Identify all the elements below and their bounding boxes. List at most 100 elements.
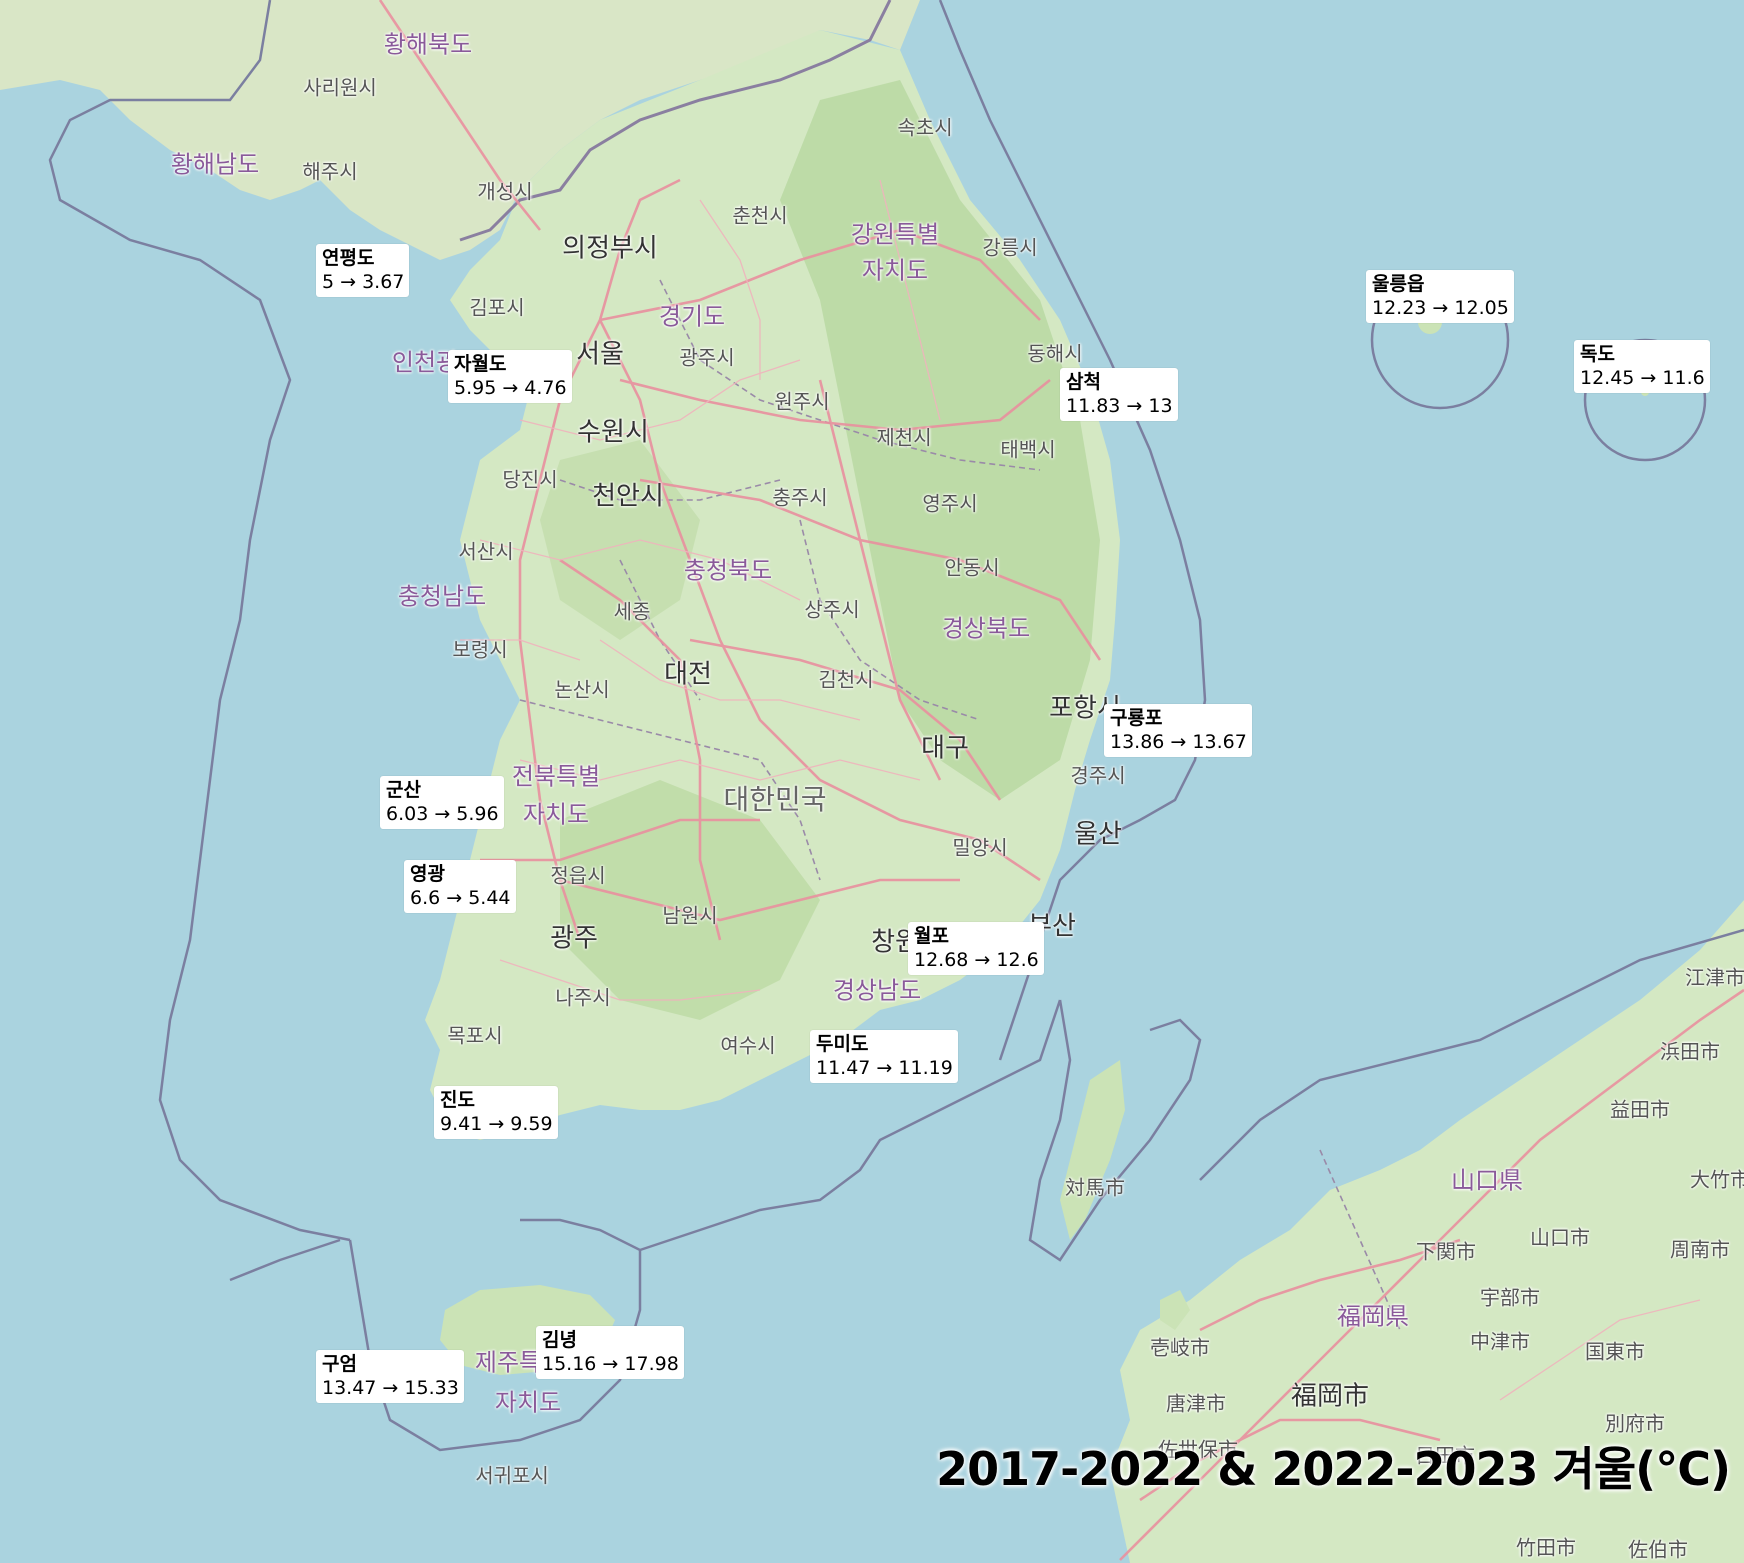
place-label: 경상북도 (941, 614, 1031, 643)
place-label: 안동시 (944, 555, 1000, 580)
place-label: 정읍시 (550, 863, 606, 888)
place-label: 宇部市 (1480, 1285, 1540, 1310)
place-label: 충주시 (772, 485, 828, 510)
place-label: 唐津市 (1166, 1391, 1226, 1416)
place-label: 황해남도 (170, 150, 260, 179)
place-label: 浜田市 (1660, 1039, 1720, 1064)
place-label: 개성시 (477, 179, 533, 204)
station-label-gimnyeong[interactable]: 김녕 15.16 → 17.98 (536, 1326, 684, 1379)
place-label: 태백시 (1000, 437, 1056, 462)
place-label: 제천시 (876, 425, 932, 450)
forest-south (560, 780, 820, 1020)
station-label-ulleungeup[interactable]: 울릉읍 12.23 → 12.05 (1366, 270, 1514, 323)
place-label: 속초시 (897, 115, 953, 140)
place-label: 인천광 (391, 348, 459, 377)
place-label: 대한민국 (723, 783, 827, 816)
station-name: 영광 (410, 863, 445, 885)
place-label: 周南市 (1670, 1237, 1730, 1262)
place-label: 남원시 (662, 903, 718, 928)
station-name: 독도 (1580, 343, 1615, 365)
place-label: 別府市 (1605, 1411, 1665, 1436)
place-label: 경주시 (1070, 763, 1126, 788)
place-label: 대구 (921, 733, 969, 764)
station-values: 6.03 → 5.96 (386, 803, 499, 825)
station-values: 11.47 → 11.19 (816, 1057, 953, 1079)
place-label: 세종 (613, 599, 651, 624)
station-label-dokdo[interactable]: 독도 12.45 → 11.6 (1574, 340, 1710, 393)
station-name: 자월도 (454, 353, 507, 375)
station-name: 월포 (914, 925, 949, 947)
place-label: 日田市 (1415, 1443, 1475, 1468)
station-values: 13.86 → 13.67 (1110, 731, 1247, 753)
station-label-gueom[interactable]: 구엄 13.47 → 15.33 (316, 1350, 464, 1403)
land-iki (1160, 1290, 1190, 1330)
place-label: 国東市 (1585, 1339, 1645, 1364)
place-label: 자치도 (861, 256, 929, 285)
place-label: 수원시 (577, 417, 649, 448)
station-label-yeonpyeongdo[interactable]: 연평도 5 → 3.67 (316, 244, 410, 297)
place-label: 해주시 (302, 159, 358, 184)
place-label: 佐世保市 (1158, 1437, 1238, 1462)
roads (378, 0, 1744, 1561)
station-label-yeonggwang[interactable]: 영광 6.6 → 5.44 (404, 860, 516, 913)
place-label: 여수시 (720, 1033, 776, 1058)
place-label: 천안시 (592, 481, 664, 512)
place-label: 大竹市 (1690, 1167, 1744, 1192)
place-label: 사리원시 (303, 75, 377, 100)
station-values: 12.23 → 12.05 (1372, 297, 1509, 319)
station-values: 5.95 → 4.76 (454, 377, 567, 399)
place-label: 전북특별 (511, 762, 601, 791)
station-values: 13.47 → 15.33 (322, 1377, 459, 1399)
forest-east (780, 80, 1100, 800)
station-values: 6.6 → 5.44 (410, 887, 511, 909)
station-name: 구룡포 (1110, 707, 1163, 729)
station-name: 울릉읍 (1372, 273, 1425, 295)
province-boundaries (519, 279, 1401, 1331)
place-label: 山口市 (1530, 1225, 1590, 1250)
land-border (459, 0, 892, 242)
station-values: 11.83 → 13 (1066, 395, 1173, 417)
place-label: 山口県 (1451, 1166, 1523, 1195)
station-name: 연평도 (322, 247, 375, 269)
station-label-jindo[interactable]: 진도 9.41 → 9.59 (434, 1086, 558, 1139)
place-label: 대전 (664, 659, 712, 690)
place-label: 당진시 (502, 467, 558, 492)
map-title: 2017-2022 & 2022-2023 겨울(°C) (936, 1442, 1731, 1496)
place-label: 경상남도 (832, 976, 922, 1005)
station-name: 군산 (386, 779, 421, 801)
place-label: 江津市 (1685, 965, 1744, 990)
maritime-boundaries (48, 0, 1744, 1452)
station-name: 두미도 (816, 1033, 869, 1055)
place-label: 광주시 (679, 345, 735, 370)
place-label: 益田市 (1610, 1097, 1670, 1122)
place-label: 中津市 (1470, 1329, 1530, 1354)
place-label: 佐伯市 (1628, 1537, 1688, 1562)
place-label: 対馬市 (1065, 1175, 1125, 1200)
place-label: 울산 (1074, 819, 1122, 850)
station-label-dumido[interactable]: 두미도 11.47 → 11.19 (810, 1030, 958, 1083)
place-label: 상주시 (804, 597, 860, 622)
place-label: 서귀포시 (475, 1463, 549, 1488)
station-label-guryongpo[interactable]: 구룡포 13.86 → 13.67 (1104, 704, 1252, 757)
place-label: 황해북도 (383, 30, 473, 59)
place-label: 논산시 (554, 677, 610, 702)
station-label-jawoldo[interactable]: 자월도 5.95 → 4.76 (448, 350, 572, 403)
station-values: 15.16 → 17.98 (542, 1353, 679, 1375)
station-label-gunsan[interactable]: 군산 6.03 → 5.96 (380, 776, 504, 829)
station-label-samcheok[interactable]: 삼척 11.83 → 13 (1060, 368, 1178, 421)
place-label: 영주시 (922, 491, 978, 516)
place-label: 제주특 (474, 1348, 542, 1377)
tsushima (1060, 1060, 1125, 1240)
station-label-wolpo[interactable]: 월포 12.68 → 12.6 (908, 922, 1044, 975)
place-label: 충청남도 (397, 582, 487, 611)
land-japan (1110, 900, 1744, 1563)
station-name: 구엄 (322, 1353, 357, 1375)
place-label: 의정부시 (562, 233, 658, 264)
station-name: 김녕 (542, 1329, 577, 1351)
place-label: 강원특별 (850, 220, 940, 249)
place-label: 나주시 (555, 985, 611, 1010)
place-label: 강릉시 (982, 235, 1038, 260)
place-label: 壱岐市 (1150, 1335, 1210, 1360)
